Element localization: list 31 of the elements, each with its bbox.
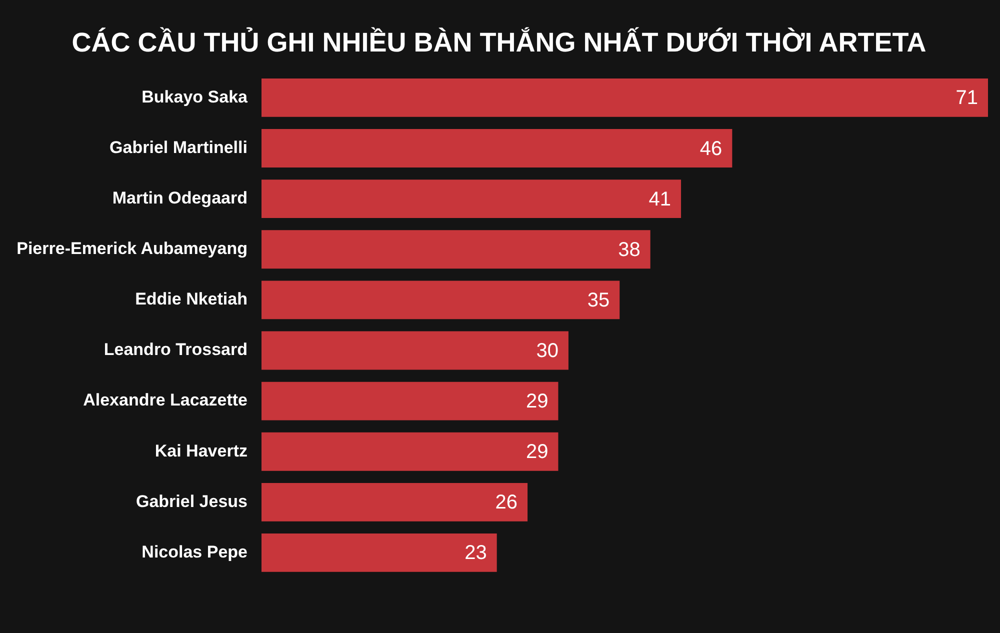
bar <box>261 331 568 370</box>
y-tick-label: Gabriel Jesus <box>136 492 248 511</box>
y-tick-label: Bukayo Saka <box>142 87 248 106</box>
data-label: 26 <box>495 492 518 514</box>
data-label: 29 <box>526 390 548 413</box>
bar <box>261 534 497 572</box>
y-tick-label: Eddie Nketiah <box>135 290 248 309</box>
data-label: 71 <box>956 87 978 110</box>
data-label: 30 <box>536 340 558 362</box>
y-tick-label: Gabriel Martinelli <box>110 138 248 157</box>
y-tick-label: Kai Havertz <box>154 441 248 460</box>
bar <box>261 382 558 420</box>
data-label: 41 <box>648 188 672 210</box>
bar <box>261 482 528 522</box>
bar <box>261 129 732 168</box>
data-label: 29 <box>526 441 548 464</box>
y-tick-label: Leandro Trossard <box>104 340 248 360</box>
y-tick-label: Alexandre Lacazette <box>83 390 248 410</box>
data-label: 38 <box>618 238 640 261</box>
chart-title: CÁC CẦU THỦ GHI NHIỀU BÀN THẮNG NHẤT DƯỚI THỜI ARTETA <box>72 26 926 58</box>
bar <box>261 230 650 269</box>
bar <box>261 280 620 320</box>
bar <box>261 180 682 218</box>
y-tick-label: Martin Odegaard <box>112 188 248 208</box>
data-label: 46 <box>700 138 722 160</box>
y-tick-label: Nicolas Pepe <box>142 542 248 562</box>
data-label: 23 <box>464 542 487 564</box>
data-label: 35 <box>587 289 610 312</box>
bar <box>261 78 988 117</box>
y-tick-label: Pierre-Emerick Aubameyang <box>16 239 248 258</box>
bar <box>261 432 558 471</box>
